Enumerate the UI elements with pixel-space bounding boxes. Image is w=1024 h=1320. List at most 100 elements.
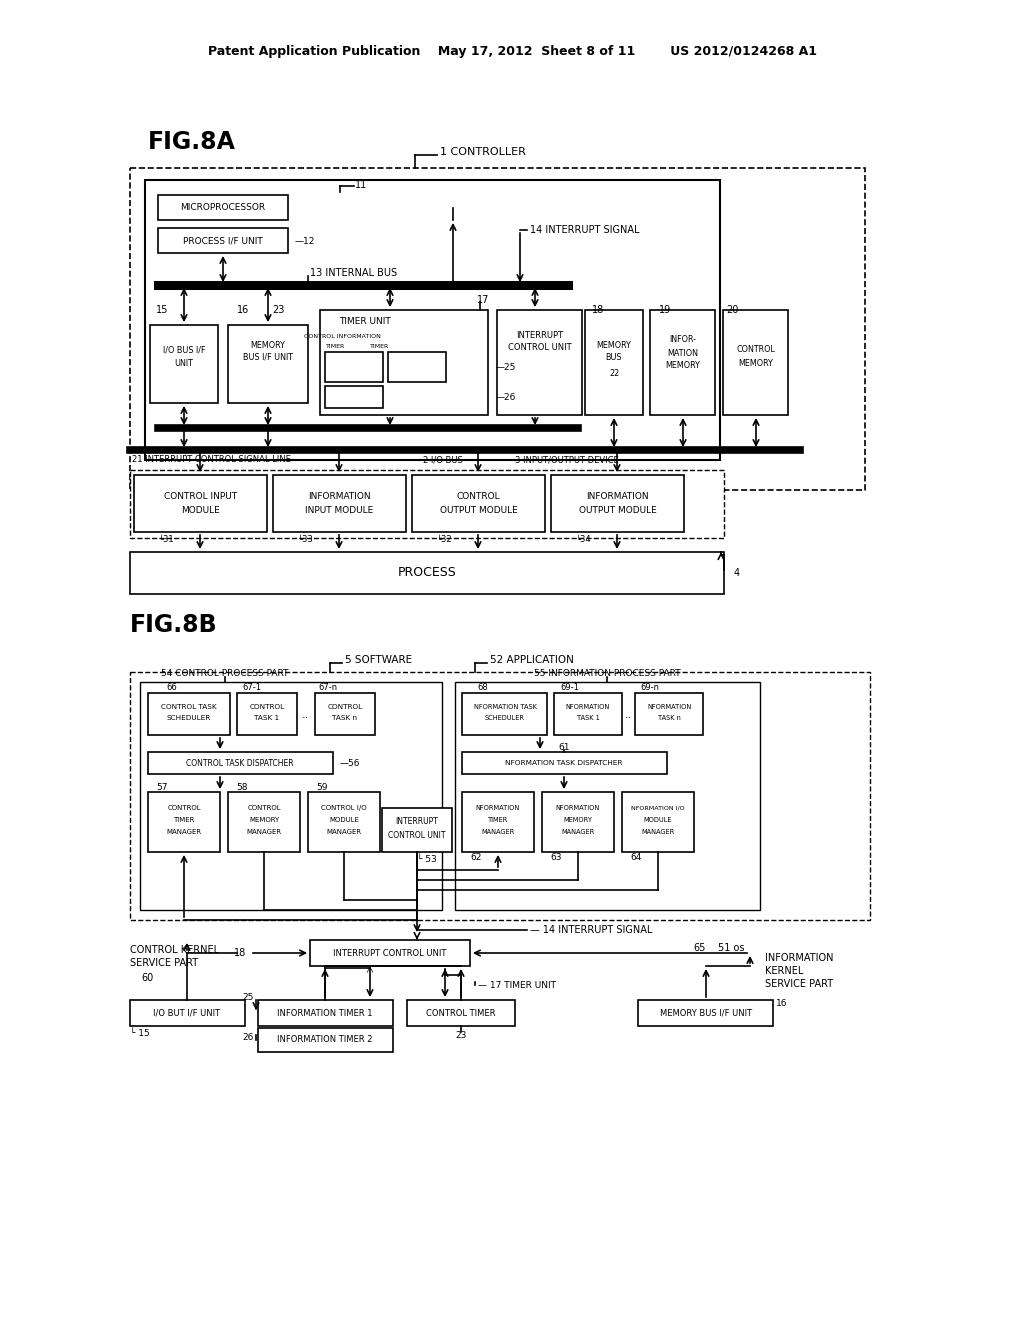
Bar [635,693,703,735]
Text: 23: 23 [456,1031,467,1040]
Bar [158,195,288,220]
Text: 69-n: 69-n [640,682,659,692]
Text: TIMER: TIMER [487,817,508,822]
Text: 4: 4 [734,568,740,578]
Text: NFORMATION TASK DISPATCHER: NFORMATION TASK DISPATCHER [505,760,623,766]
Text: NFORMATION: NFORMATION [647,704,691,710]
Bar [148,792,220,851]
Text: 3 INPUT/OUTPUT DEVICE: 3 INPUT/OUTPUT DEVICE [515,455,618,465]
Text: CONTROL: CONTROL [328,704,362,710]
Text: MANAGER: MANAGER [167,829,202,836]
Text: MANAGER: MANAGER [561,829,595,836]
Text: MEMORY: MEMORY [249,817,280,822]
Text: 65: 65 [694,942,707,953]
Bar [130,1001,245,1026]
Text: CONTROL UNIT: CONTROL UNIT [388,832,445,841]
Text: TIMER: TIMER [173,817,195,822]
Bar [258,1028,393,1052]
Text: INFORMATION TIMER 2: INFORMATION TIMER 2 [278,1035,373,1044]
Bar [158,228,288,253]
Bar [228,792,300,851]
Text: 25: 25 [243,993,254,1002]
Text: SCHEDULER: SCHEDULER [485,715,525,721]
Text: 66: 66 [167,682,177,692]
Bar [237,693,297,735]
Text: 11: 11 [355,180,368,190]
Text: 1 CONTROLLER: 1 CONTROLLER [440,147,526,157]
Bar [412,475,545,532]
Text: 52 APPLICATION: 52 APPLICATION [490,655,573,665]
Text: 57: 57 [157,784,168,792]
Text: OUTPUT MODULE: OUTPUT MODULE [439,506,517,515]
Text: TASK n: TASK n [333,715,357,721]
Bar [148,752,333,774]
Text: MATION: MATION [668,348,698,358]
Text: TIMER: TIMER [371,343,389,348]
Text: ..: .. [301,710,308,719]
Text: TIMER: TIMER [327,343,346,348]
Bar [462,752,667,774]
Bar [228,325,308,403]
Text: CONTROL: CONTROL [167,805,201,810]
Text: 19: 19 [658,305,671,315]
Text: NFORMATION: NFORMATION [566,704,610,710]
Text: INFOR-: INFOR- [670,335,696,345]
Text: I/O BUT I/F UNIT: I/O BUT I/F UNIT [154,1008,220,1018]
Text: BUS: BUS [605,354,623,363]
Text: TASK 1: TASK 1 [577,715,599,721]
Bar [150,325,218,403]
Bar [551,475,684,532]
Text: MODULE: MODULE [329,817,359,822]
Text: MANAGER: MANAGER [481,829,515,836]
Text: CONTROL TASK DISPATCHER: CONTROL TASK DISPATCHER [186,759,294,767]
Text: NFORMATION: NFORMATION [476,805,520,810]
Text: MEMORY: MEMORY [563,817,593,822]
Text: SCHEDULER: SCHEDULER [167,715,211,721]
Text: NFORMATION TASK: NFORMATION TASK [473,704,537,710]
Text: CONTROL INPUT: CONTROL INPUT [164,492,238,502]
Bar [462,693,547,735]
Text: CONTROL INFORMATION: CONTROL INFORMATION [303,334,381,338]
Bar [319,310,488,414]
Text: KERNEL: KERNEL [765,966,804,975]
Bar [542,792,614,851]
Text: 51 os: 51 os [718,942,744,953]
Text: PROCESS: PROCESS [397,566,457,579]
Bar [723,310,788,414]
Text: 64: 64 [631,854,642,862]
Bar [388,352,446,381]
Text: └34: └34 [575,536,592,544]
Text: └33: └33 [298,536,313,544]
Bar [462,792,534,851]
Text: 15: 15 [156,305,168,315]
Text: UNIT: UNIT [174,359,194,367]
Bar [325,352,383,381]
Text: 55 INFORMATION PROCESS PART: 55 INFORMATION PROCESS PART [534,669,680,678]
Text: CONTROL TIMER: CONTROL TIMER [426,1008,496,1018]
Text: 23: 23 [271,305,285,315]
Text: CONTROL: CONTROL [247,805,281,810]
Text: INTERRUPT CONTROL UNIT: INTERRUPT CONTROL UNIT [334,949,446,957]
Text: INFORMATION TIMER 1: INFORMATION TIMER 1 [278,1008,373,1018]
Text: BUS I/F UNIT: BUS I/F UNIT [243,352,293,362]
Text: 60: 60 [142,973,155,983]
Text: TASK 1: TASK 1 [254,715,280,721]
Text: CONTROL: CONTROL [736,346,775,355]
Bar [130,168,865,490]
Text: I/O BUS I/F: I/O BUS I/F [163,346,205,355]
Text: —25: —25 [496,363,516,371]
Text: MEMORY: MEMORY [738,359,773,367]
Text: MICROPROCESSOR: MICROPROCESSOR [180,203,265,213]
Text: FIG.8A: FIG.8A [148,129,236,154]
Text: — 17 TIMER UNIT: — 17 TIMER UNIT [478,981,556,990]
Text: 63: 63 [550,854,562,862]
Bar [554,693,622,735]
Text: INPUT MODULE: INPUT MODULE [305,506,374,515]
Text: 67-n: 67-n [318,682,338,692]
Bar [650,310,715,414]
Bar [455,682,760,909]
Bar [407,1001,515,1026]
Text: MEMORY BUS I/F UNIT: MEMORY BUS I/F UNIT [659,1008,752,1018]
Text: SERVICE PART: SERVICE PART [130,958,198,968]
Text: NFORMATION: NFORMATION [556,805,600,810]
